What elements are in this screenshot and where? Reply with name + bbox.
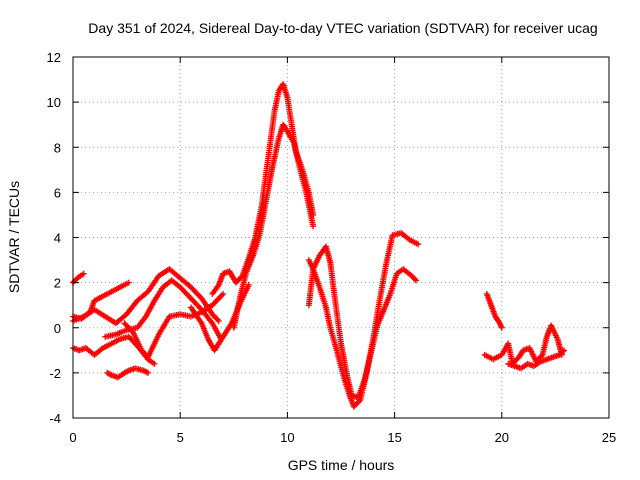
series-marker-trail xyxy=(231,123,316,329)
data-series xyxy=(305,243,420,401)
y-tick-label: -4 xyxy=(49,411,61,426)
data-series xyxy=(505,347,567,372)
axis-ticks: 0 5 10 15 20 25 -4 -2 0 2 4 6 8 10 12 xyxy=(47,50,617,445)
data-series xyxy=(104,365,152,381)
data-series xyxy=(230,121,317,331)
y-tick-label: 2 xyxy=(54,276,61,291)
x-tick-label: 0 xyxy=(69,430,76,445)
x-tick-label: 20 xyxy=(495,430,509,445)
data-series xyxy=(121,290,227,361)
x-axis-label: GPS time / hours xyxy=(288,457,395,473)
y-tick-label: 8 xyxy=(54,140,61,155)
y-tick-label: 12 xyxy=(47,50,61,65)
y-tick-label: 6 xyxy=(54,185,61,200)
series-marker-trail xyxy=(105,365,150,380)
data-series xyxy=(483,290,505,331)
series-marker-trail xyxy=(306,245,418,401)
series-marker-trail xyxy=(210,82,316,296)
x-tick-label: 10 xyxy=(280,430,294,445)
y-tick-label: 10 xyxy=(47,95,61,110)
y-tick-label: 4 xyxy=(54,231,61,246)
data-points xyxy=(70,81,567,410)
data-series xyxy=(209,81,317,297)
y-tick-label: 0 xyxy=(54,321,61,336)
data-series xyxy=(70,270,87,286)
y-tick-label: -2 xyxy=(49,366,61,381)
x-tick-label: 5 xyxy=(177,430,184,445)
data-series xyxy=(481,322,565,367)
series-marker-trail xyxy=(484,292,505,330)
series-marker-trail xyxy=(483,324,565,366)
series-marker-trail xyxy=(71,267,221,326)
y-axis-label: SDTVAR / TECUs xyxy=(6,181,22,293)
data-series xyxy=(70,333,158,367)
series-marker-trail xyxy=(103,278,223,341)
series-marker-trail xyxy=(506,348,566,371)
series-marker-trail xyxy=(71,271,86,285)
x-tick-label: 15 xyxy=(387,430,401,445)
data-series xyxy=(102,277,224,343)
chart-title: Day 351 of 2024, Sidereal Day-to-day VTE… xyxy=(88,20,597,36)
data-series xyxy=(70,266,222,327)
x-tick-label: 25 xyxy=(602,430,616,445)
